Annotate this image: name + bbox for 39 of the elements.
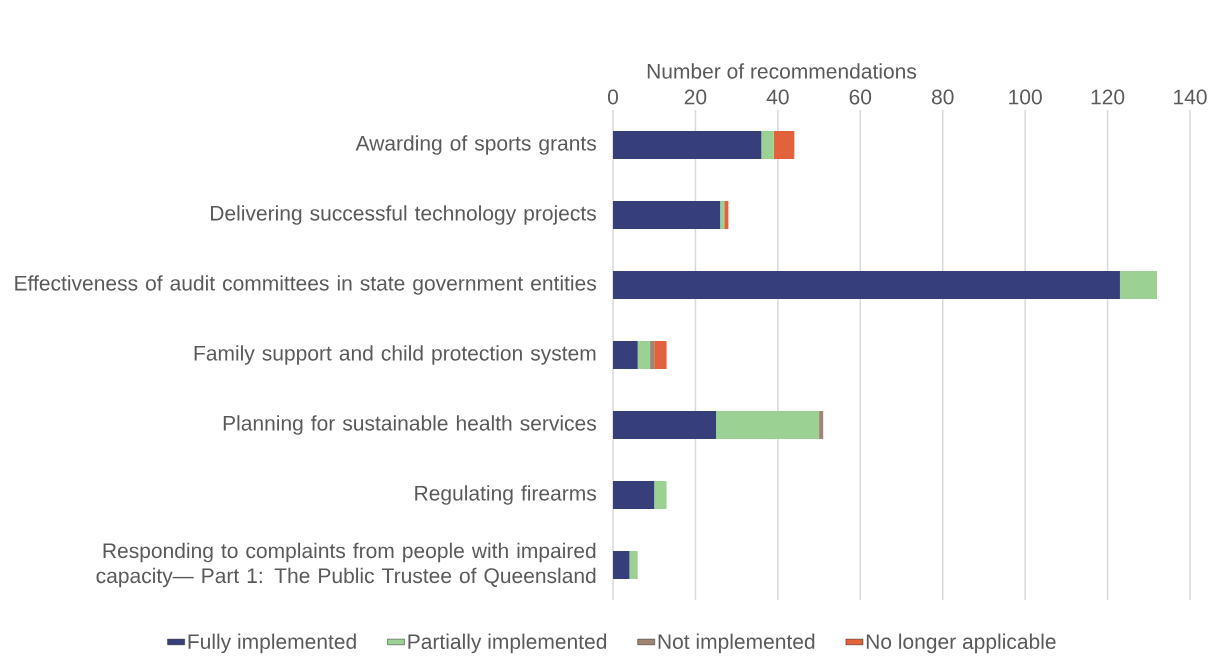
bar (613, 411, 717, 439)
bar (720, 201, 725, 229)
bar (650, 341, 655, 369)
bar (724, 201, 729, 229)
x-tick-label: 140 (1174, 89, 1207, 105)
bar (613, 131, 762, 159)
bar (819, 411, 824, 439)
x-tick-label: 120 (1091, 89, 1125, 105)
bar (613, 481, 655, 509)
x-tick-label: 80 (931, 89, 954, 105)
y-tick-label: Delivering successful technology projects (211, 205, 596, 225)
y-tick-label: Regulating firearms (415, 485, 596, 505)
y-tick-label: Awarding of sports grants (355, 135, 596, 155)
bar (773, 131, 795, 159)
bar (637, 341, 651, 369)
legend-label: Partially implemented (408, 633, 607, 654)
bar (1119, 271, 1158, 299)
bar (613, 271, 1120, 299)
x-tick-label: 100 (1009, 89, 1042, 105)
legend-label: No longer applicable (866, 633, 1056, 654)
y-tick-label: Family support and child protection system (194, 345, 596, 365)
x-tick-label: 0 (607, 89, 619, 105)
x-tick-label: 60 (849, 89, 872, 105)
bar (716, 411, 820, 439)
x-tick-label: 40 (766, 89, 789, 105)
y-tick-label: Effectiveness of audit committees in state government entities (15, 275, 596, 295)
legend-label: Fully implemented (188, 633, 356, 654)
bar (629, 551, 638, 580)
bar (654, 481, 667, 509)
x-tick-label: 20 (684, 89, 707, 105)
bar (654, 341, 667, 369)
bar (761, 131, 774, 159)
x-axis-title: Number of recommendations (647, 63, 917, 79)
legend-label: Not implemented (658, 633, 815, 654)
y-tick-label: Planning for sustainable health services (223, 415, 596, 435)
bar (613, 551, 630, 580)
bar (613, 201, 721, 229)
y-tick-label: Responding to complaints from people with impaired capacity— Part 1: The Public Trustee of Queensland (96, 542, 596, 588)
bar (613, 341, 638, 369)
